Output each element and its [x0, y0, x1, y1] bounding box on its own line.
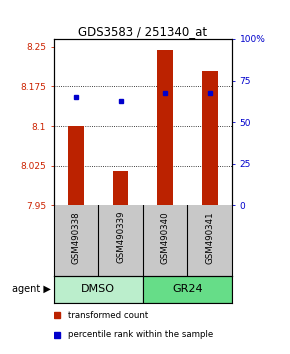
Bar	[202, 71, 218, 205]
Bar	[157, 50, 173, 205]
Text: GSM490339: GSM490339	[116, 211, 125, 263]
Text: transformed count: transformed count	[68, 310, 148, 320]
Text: agent ▶: agent ▶	[12, 284, 51, 295]
Text: GSM490340: GSM490340	[161, 211, 170, 264]
Bar	[68, 126, 84, 205]
Title: GDS3583 / 251340_at: GDS3583 / 251340_at	[78, 25, 207, 38]
Text: GSM490338: GSM490338	[71, 211, 80, 264]
Text: DMSO: DMSO	[81, 284, 115, 295]
Bar	[54, 276, 143, 303]
Bar	[143, 276, 232, 303]
Text: GR24: GR24	[172, 284, 203, 295]
Bar	[113, 171, 128, 205]
Text: GSM490341: GSM490341	[205, 211, 214, 264]
Text: percentile rank within the sample: percentile rank within the sample	[68, 330, 213, 339]
